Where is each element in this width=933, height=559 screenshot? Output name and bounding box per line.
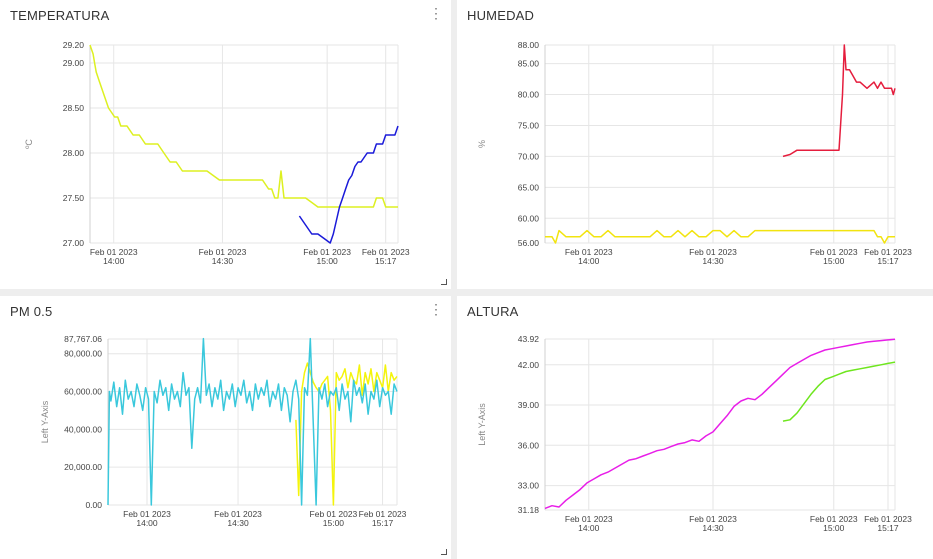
x-tick-label-time: 14:30 <box>227 518 249 528</box>
pm05-chart: 87,767.06 80,000.00 60,000.00 40,000.00 20,0… <box>40 334 407 528</box>
x-tick-label-date: Feb 01 2023 <box>359 509 407 519</box>
x-tick-label-date: Feb 01 2023 <box>810 514 858 524</box>
panel-title: ALTURA <box>467 304 519 319</box>
y-axis-label: % <box>477 140 487 148</box>
kebab-menu-icon[interactable]: ⋮ <box>429 301 443 317</box>
x-tick-label-date: Feb 01 2023 <box>214 509 262 519</box>
x-tick-label-time: 15:00 <box>823 523 845 533</box>
y-tick-label: 40,000.00 <box>64 424 102 434</box>
x-tick-label-time: 14:30 <box>702 256 724 266</box>
y-tick-label: 70.00 <box>518 151 540 161</box>
x-tick-label-date: Feb 01 2023 <box>689 514 737 524</box>
x-tick-label-date: Feb 01 2023 <box>303 247 351 257</box>
x-tick-label-time: 14:30 <box>702 523 724 533</box>
x-tick-label-date: Feb 01 2023 <box>123 509 171 519</box>
kebab-menu-icon[interactable]: ⋮ <box>429 5 443 21</box>
y-axis-label: Left Y-Axis <box>40 400 50 443</box>
panel-title: TEMPERATURA <box>10 8 110 23</box>
temperatura-chart: 29.20 29.00 28.50 28.00 27.50 27.00 Feb 01 202… <box>24 40 410 266</box>
x-tick-label-date: Feb 01 2023 <box>362 247 410 257</box>
panel-title: HUMEDAD <box>467 8 535 23</box>
resize-corner-icon[interactable] <box>441 549 447 555</box>
y-tick-label: 65.00 <box>518 182 540 192</box>
x-tick-label-time: 14:30 <box>212 256 234 266</box>
series-line-1 <box>298 125 399 244</box>
y-tick-label: 56.00 <box>518 238 540 248</box>
y-tick-label: 42.00 <box>518 360 540 370</box>
y-tick-label: 0.00 <box>85 500 102 510</box>
panel-altura: ALTURA 43.92 42.00 39.00 36.00 33.00 31.18 Feb… <box>457 296 933 559</box>
series-line-0 <box>544 338 896 510</box>
x-tick-label-time: 15:17 <box>877 523 899 533</box>
humedad-chart: 88.00 85.00 80.00 75.00 70.00 65.00 60.00 56.00… <box>477 40 912 266</box>
x-tick-label-date: Feb 01 2023 <box>689 247 737 257</box>
x-tick-label-time: 14:00 <box>103 256 125 266</box>
y-tick-label: 28.50 <box>63 103 85 113</box>
x-tick-label-date: Feb 01 2023 <box>565 247 613 257</box>
y-axis-label: ºC <box>24 139 34 149</box>
series-line-1 <box>782 361 896 422</box>
y-tick-label: 85.00 <box>518 59 540 69</box>
x-tick-label-time: 14:00 <box>136 518 158 528</box>
altura-chart: 43.92 42.00 39.00 36.00 33.00 31.18 Feb 01 202… <box>477 334 912 533</box>
y-tick-label: 28.00 <box>63 148 85 158</box>
series-line-0 <box>89 44 398 208</box>
y-tick-label: 80,000.00 <box>64 349 102 359</box>
series-line-0 <box>295 362 398 506</box>
y-tick-label: 31.18 <box>518 505 540 515</box>
y-tick-label: 27.50 <box>63 193 85 203</box>
panel-pm05: PM 0.5 ⋮ 87,767.06 80,000.00 60,000.00 40,0… <box>0 296 451 559</box>
series-line-1 <box>107 337 398 506</box>
x-tick-label-time: 15:00 <box>823 256 845 266</box>
series-line-0 <box>782 44 896 158</box>
y-tick-label: 60,000.00 <box>64 387 102 397</box>
panel-title: PM 0.5 <box>10 304 53 319</box>
y-tick-label: 60.00 <box>518 213 540 223</box>
panel-humedad: HUMEDAD 88.00 85.00 80.00 75.00 70.00 65.00 60… <box>457 0 933 289</box>
y-tick-label: 29.20 <box>63 40 85 50</box>
x-tick-label-date: Feb 01 2023 <box>864 514 912 524</box>
x-tick-label-time: 15:17 <box>877 256 899 266</box>
x-tick-label-time: 15:00 <box>323 518 345 528</box>
y-axis-label: Left Y-Axis <box>477 403 487 446</box>
y-tick-label: 43.92 <box>518 334 540 344</box>
x-tick-label-date: Feb 01 2023 <box>864 247 912 257</box>
y-tick-label: 88.00 <box>518 40 540 50</box>
resize-corner-icon[interactable] <box>441 279 447 285</box>
y-tick-label: 87,767.06 <box>64 334 102 344</box>
y-tick-label: 27.00 <box>63 238 85 248</box>
x-tick-label-time: 15:00 <box>317 256 339 266</box>
y-tick-label: 39.00 <box>518 400 540 410</box>
x-tick-label-time: 14:00 <box>578 523 600 533</box>
x-tick-label-date: Feb 01 2023 <box>810 247 858 257</box>
panel-temperatura: TEMPERATURA ⋮ 29.20 29.00 28.50 28.00 27.50 2… <box>0 0 451 289</box>
x-tick-label-date: Feb 01 2023 <box>310 509 358 519</box>
y-tick-label: 29.00 <box>63 58 85 68</box>
y-tick-label: 20,000.00 <box>64 462 102 472</box>
x-tick-label-time: 15:17 <box>372 518 394 528</box>
x-tick-label-time: 15:17 <box>375 256 397 266</box>
y-tick-label: 36.00 <box>518 440 540 450</box>
x-tick-label-time: 14:00 <box>578 256 600 266</box>
y-tick-label: 80.00 <box>518 90 540 100</box>
x-tick-label-date: Feb 01 2023 <box>565 514 613 524</box>
y-tick-label: 33.00 <box>518 481 540 491</box>
y-tick-label: 75.00 <box>518 120 540 130</box>
series-line-1 <box>545 229 895 244</box>
x-tick-label-date: Feb 01 2023 <box>199 247 247 257</box>
x-tick-label-date: Feb 01 2023 <box>90 247 138 257</box>
